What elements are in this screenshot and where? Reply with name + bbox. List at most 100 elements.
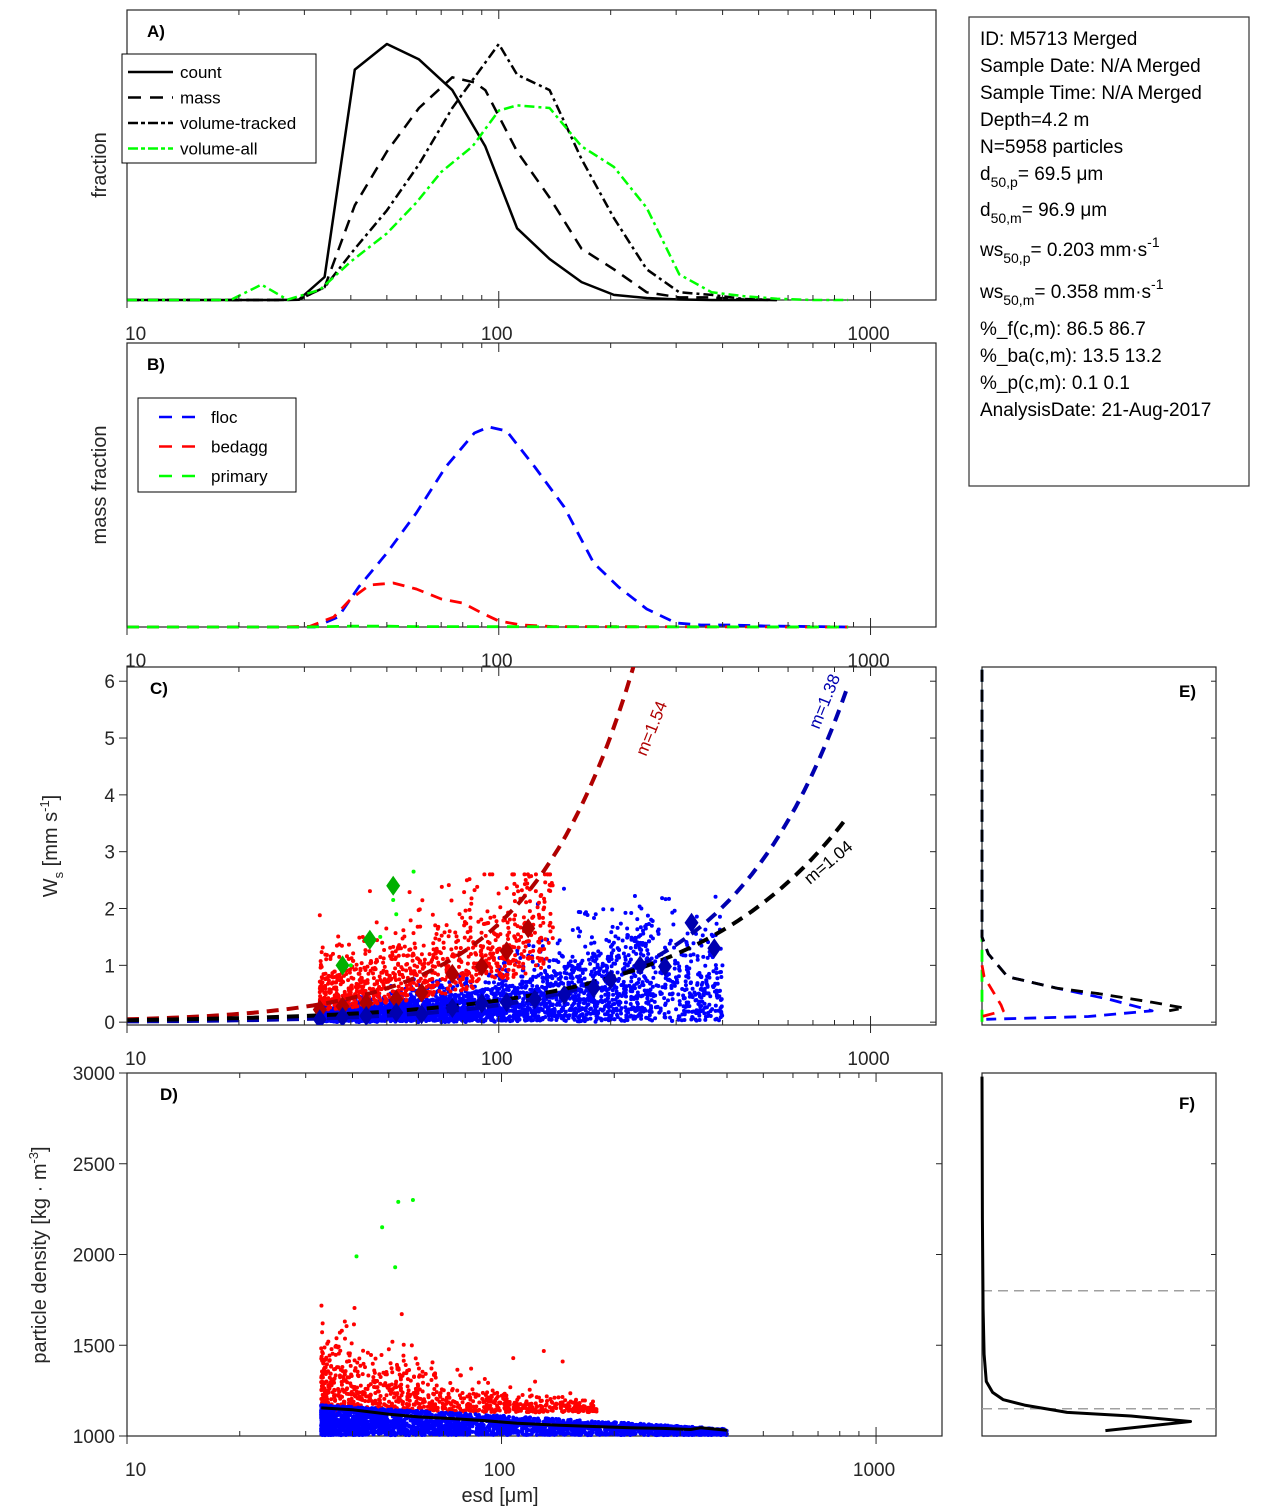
scatter-point-floc	[649, 998, 654, 1003]
scatter-point-bedagg	[483, 953, 488, 958]
legend-label: primary	[211, 467, 268, 486]
scatter-point-floc	[582, 976, 587, 981]
scatter-point-bedagg	[405, 987, 410, 992]
scatter-point-floc	[550, 976, 555, 981]
scatter-point-bedagg	[323, 952, 328, 957]
scatter-point-bedagg	[430, 964, 435, 969]
scatter-point-bedagg	[350, 1005, 355, 1010]
scatter-point-floc	[668, 1015, 673, 1020]
scatter-point-floc	[677, 964, 682, 969]
scatter-point-floc	[623, 993, 628, 998]
scatter-point-floc	[564, 964, 569, 969]
scatter-point-bedagg	[462, 890, 467, 895]
scatter-point-bedagg	[512, 934, 517, 939]
scatter-point-bedagg	[406, 953, 411, 958]
scatter-point-bedagg	[401, 1342, 406, 1347]
scatter-point-floc	[461, 1009, 466, 1014]
scatter-point-floc	[707, 971, 712, 976]
scatter-point-floc	[613, 934, 618, 939]
scatter-point-bedagg	[483, 933, 488, 938]
scatter-point-floc	[499, 1018, 504, 1023]
scatter-point-bedagg	[482, 872, 487, 877]
scatter-point-bedagg	[546, 940, 551, 945]
scatter-point-floc	[647, 1013, 652, 1018]
scatter-point-bedagg	[447, 929, 452, 934]
scatter-point-floc	[580, 971, 585, 976]
scatter-point-floc	[711, 969, 716, 974]
scatter-point-floc	[550, 1003, 555, 1008]
scatter-point-floc	[600, 1008, 605, 1013]
scatter-point-floc	[629, 994, 634, 999]
scatter-point-floc	[403, 1016, 408, 1021]
scatter-point-floc	[702, 1011, 707, 1016]
scatter-point-bedagg	[368, 968, 373, 973]
scatter-point-bedagg	[536, 939, 541, 944]
scatter-point-bedagg	[330, 951, 335, 956]
scatter-point-bedagg	[347, 970, 352, 975]
scatter-point-bedagg	[451, 954, 456, 959]
scatter-point-floc	[629, 979, 634, 984]
scatter-point-floc	[429, 1017, 434, 1022]
scatter-point-floc	[547, 958, 552, 963]
scatter-point-floc	[554, 958, 559, 963]
scatter-point-bedagg	[539, 956, 544, 961]
scatter-point-floc	[645, 979, 650, 984]
scatter-point-bedagg	[342, 1319, 347, 1324]
panel-label: A)	[147, 22, 165, 41]
scatter-point-floc	[686, 1000, 691, 1005]
scatter-point-floc	[607, 1008, 612, 1013]
scatter-point-bedagg	[453, 980, 458, 985]
scatter-point-bedagg	[405, 962, 410, 967]
scatter-point-floc	[697, 1013, 702, 1018]
scatter-point-bedagg	[448, 989, 453, 994]
scatter-point-bedagg	[520, 1393, 525, 1398]
scatter-point-floc	[381, 1010, 386, 1015]
scatter-point-bedagg	[526, 939, 531, 944]
axes-frame	[126, 666, 937, 1026]
scatter-point-bedagg	[472, 888, 477, 893]
scatter-point-bedagg	[321, 972, 326, 977]
scatter-point-bedagg	[486, 920, 491, 925]
scatter-point-bedagg	[388, 945, 393, 950]
scatter-point-floc	[645, 913, 650, 918]
scatter-point-bedagg	[460, 976, 465, 981]
scatter-point-bedagg	[536, 900, 541, 905]
scatter-point-floc	[610, 997, 615, 1002]
scatter-point-floc	[380, 1005, 385, 1010]
scatter-point-floc	[618, 1017, 623, 1022]
scatter-point-floc	[684, 967, 689, 972]
scatter-point-floc	[599, 994, 604, 999]
scatter-point-bedagg	[422, 957, 427, 962]
scatter-point-bedagg	[513, 971, 518, 976]
scatter-point-bedagg	[495, 948, 500, 953]
scatter-point-floc	[540, 984, 545, 989]
scatter-point-bedagg	[474, 979, 479, 984]
scatter-point-bedagg	[414, 983, 419, 988]
panel-label: C)	[150, 679, 168, 698]
scatter-point-bedagg	[421, 943, 426, 948]
scatter-point-floc	[719, 1004, 724, 1009]
scatter-point-floc	[618, 1008, 623, 1013]
scatter-point-floc	[638, 940, 643, 945]
scatter-point-bedagg	[552, 1395, 557, 1400]
scatter-point-floc	[571, 970, 576, 975]
scatter-point-floc	[653, 959, 658, 964]
scatter-point-bedagg	[429, 1366, 434, 1371]
scatter-point-bedagg	[544, 956, 549, 961]
scatter-point-bedagg	[506, 961, 511, 966]
scatter-point-bedagg	[416, 979, 421, 984]
scatter-point-bedagg	[429, 984, 434, 989]
scatter-point-floc	[699, 995, 704, 1000]
scatter-point-bedagg	[434, 932, 439, 937]
scatter-point-bedagg	[430, 912, 435, 917]
scatter-point-bedagg	[477, 1400, 482, 1405]
scatter-point-floc	[610, 924, 615, 929]
scatter-point-floc	[700, 933, 705, 938]
scatter-point-floc	[641, 953, 646, 958]
scatter-point-floc	[637, 977, 642, 982]
scatter-point-floc	[717, 914, 722, 919]
scatter-point-bedagg	[411, 953, 416, 958]
scatter-point-bedagg	[523, 877, 528, 882]
label-sup: -1	[37, 800, 52, 812]
